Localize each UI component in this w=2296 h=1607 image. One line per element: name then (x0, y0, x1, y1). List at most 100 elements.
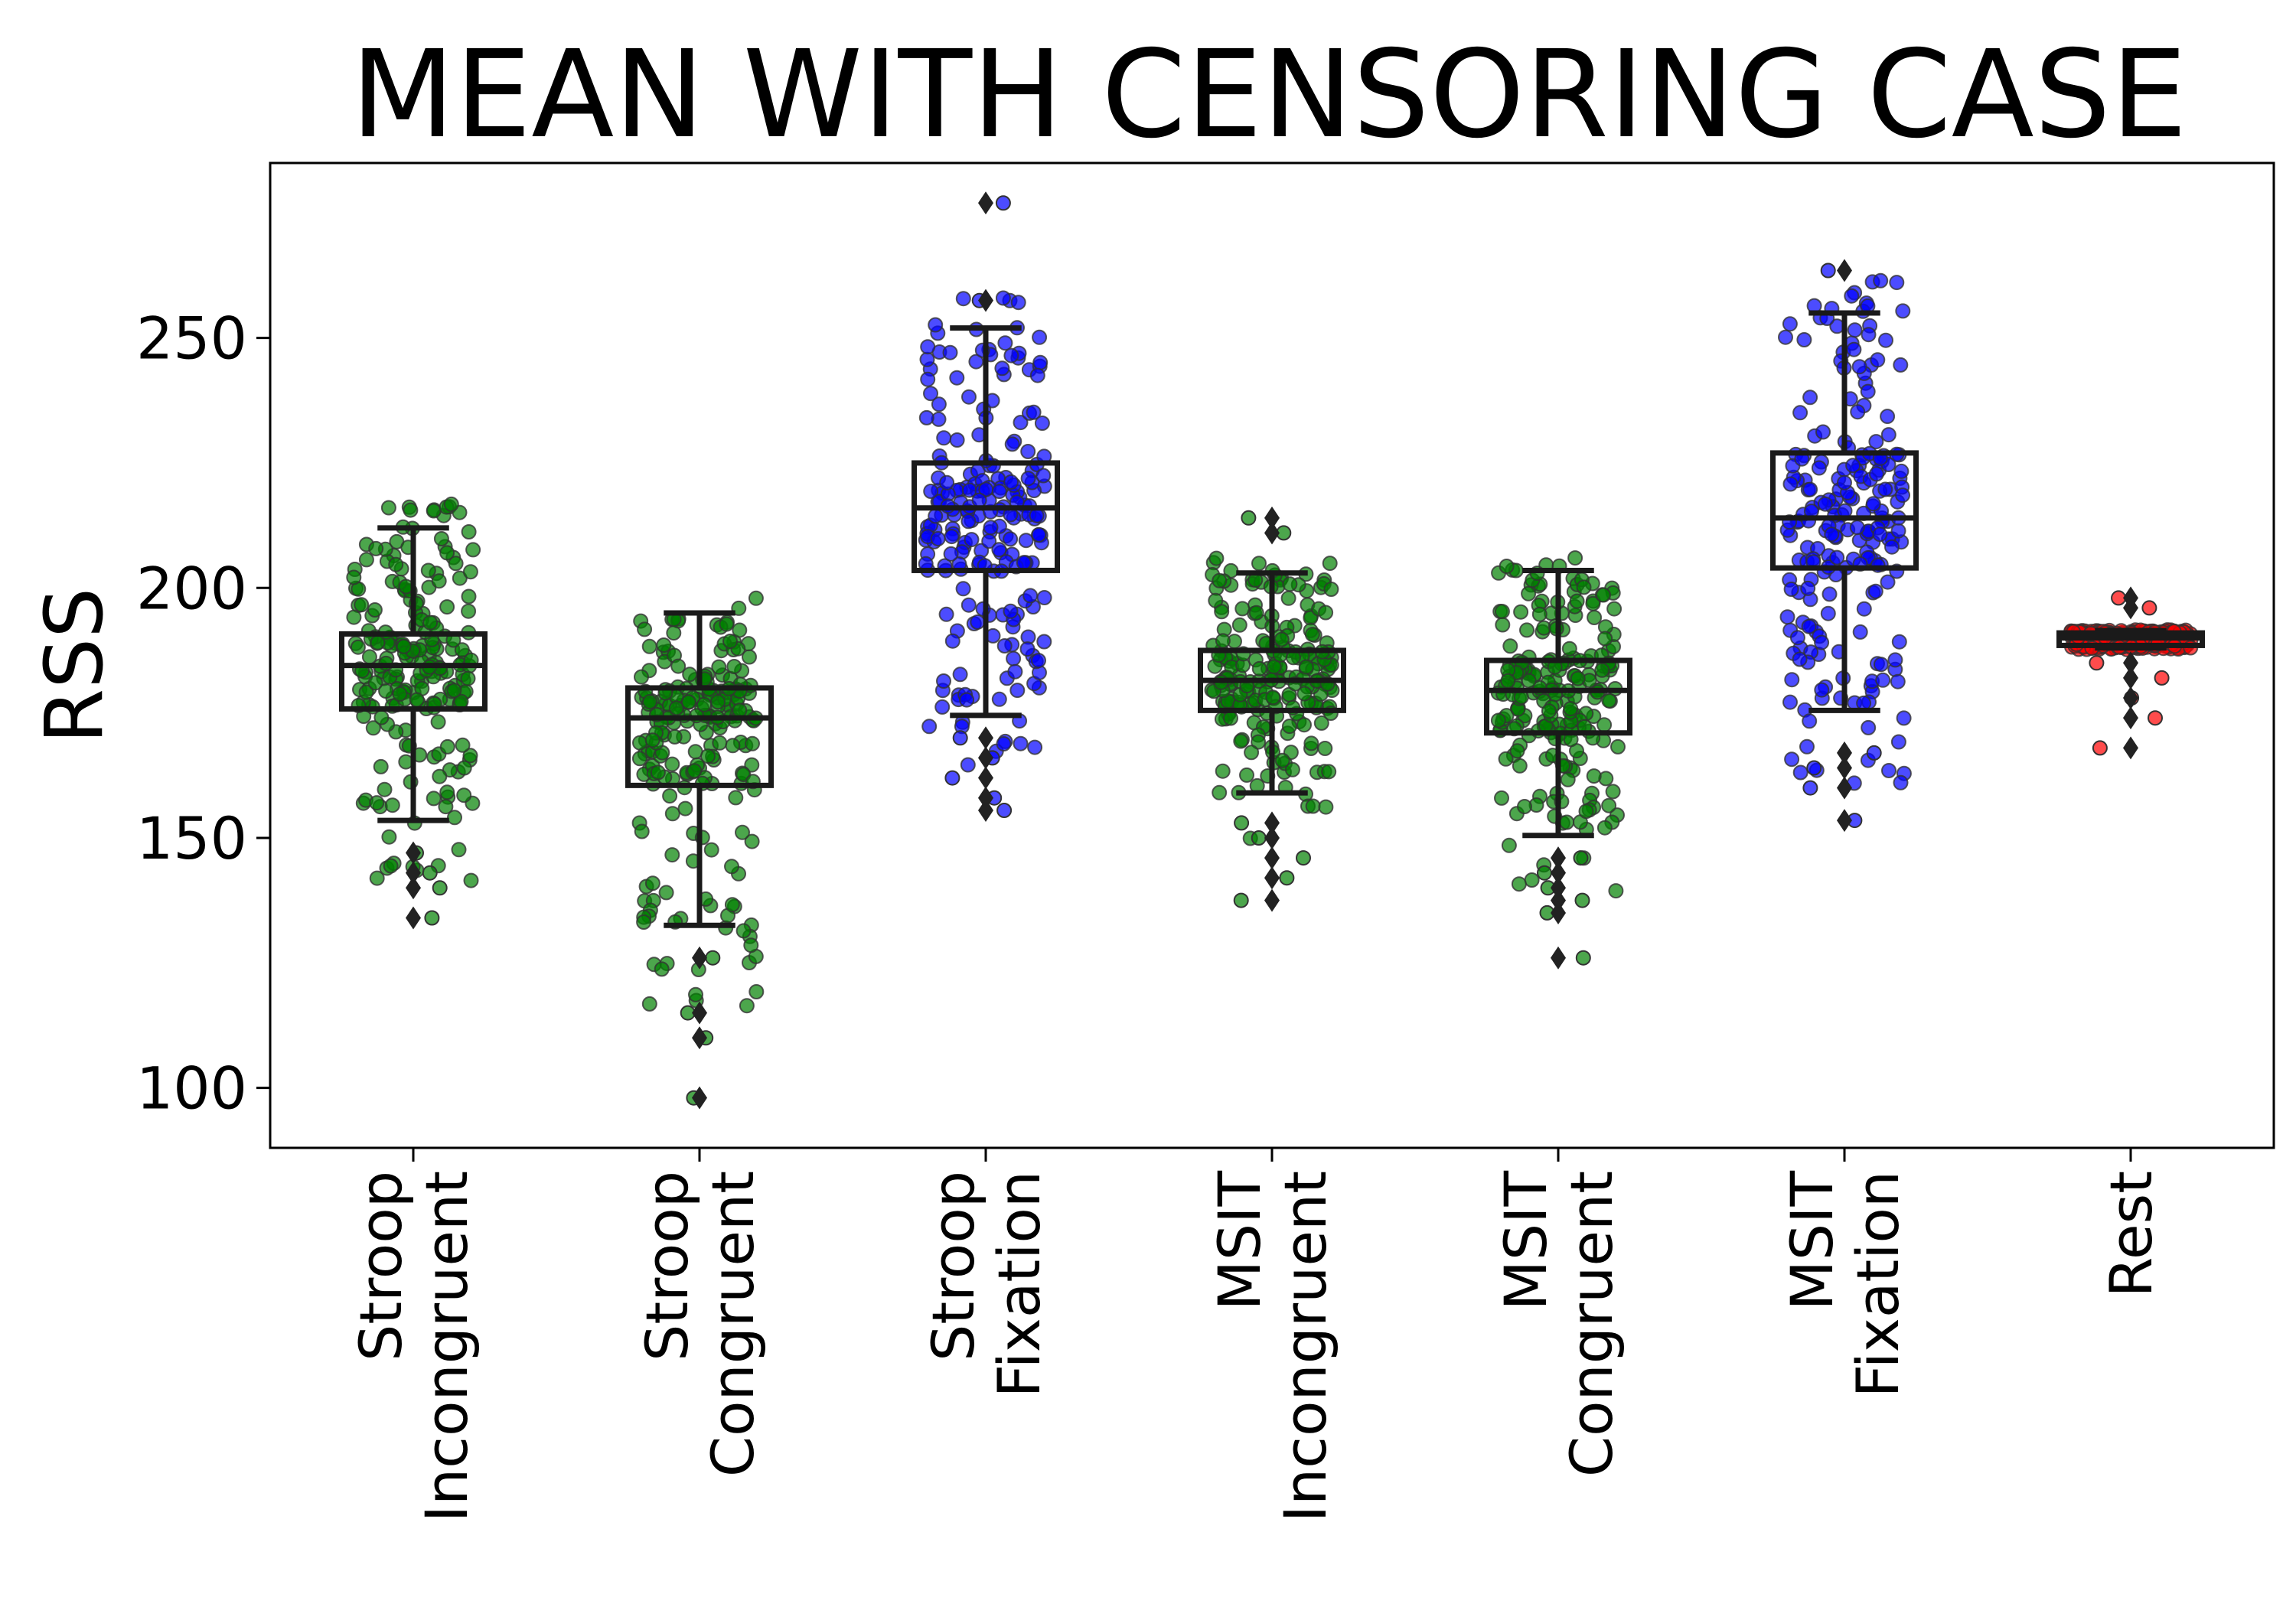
data-point (1821, 586, 1838, 602)
data-point (1513, 604, 1529, 620)
boxes-layer (339, 191, 2205, 1110)
data-point (463, 872, 479, 888)
data-point (448, 556, 464, 572)
data-point (983, 520, 999, 536)
data-point (1574, 892, 1590, 908)
data-point (732, 702, 748, 719)
iqr-box (1770, 450, 1919, 571)
data-point (634, 823, 650, 839)
data-point (971, 492, 987, 508)
outlier-marker (692, 1086, 707, 1110)
y-tick-label: 250 (136, 305, 247, 373)
y-axis-label: RSS (28, 588, 121, 744)
data-point (1304, 627, 1320, 643)
data-point (1251, 556, 1267, 572)
outlier-marker (2123, 651, 2138, 675)
data-point (1022, 588, 1039, 604)
data-point (744, 757, 760, 773)
data-point (443, 496, 459, 512)
data-point (1215, 633, 1231, 649)
data-point (426, 790, 442, 807)
data-point (1814, 634, 1830, 650)
data-point (1865, 496, 1881, 512)
data-point (1241, 510, 1257, 526)
data-point (1878, 332, 1893, 348)
data-point (668, 700, 684, 716)
data-point (1563, 701, 1579, 717)
data-point (354, 597, 370, 613)
data-point (725, 738, 741, 754)
data-point (1867, 583, 1883, 599)
box-group (625, 610, 774, 1110)
data-point (1317, 741, 1333, 756)
data-point (1511, 876, 1527, 892)
data-point (1880, 574, 1896, 590)
data-point (350, 639, 366, 655)
data-point (1850, 404, 1866, 420)
data-point (1895, 487, 1910, 504)
data-point (1029, 367, 1045, 383)
data-point (991, 542, 1007, 558)
data-point (712, 735, 728, 751)
outlier-marker (978, 288, 993, 312)
outlier-marker (1264, 811, 1280, 835)
data-point (1782, 316, 1798, 332)
data-point (1498, 751, 1514, 767)
data-point (670, 658, 687, 674)
data-point (748, 984, 765, 999)
outlier-marker (1837, 741, 1852, 764)
x-tick-label-line: Fixation (985, 1171, 1053, 1397)
data-point (1799, 738, 1815, 755)
data-point (1214, 604, 1230, 620)
data-point (1031, 653, 1046, 669)
data-point (439, 784, 455, 800)
data-point (949, 432, 965, 448)
outlier-marker (1837, 809, 1852, 833)
data-point (1890, 734, 1906, 750)
data-point (1837, 474, 1852, 491)
data-point (1792, 405, 1808, 421)
data-point (1537, 865, 1552, 881)
data-point (1032, 354, 1049, 370)
data-point (726, 659, 742, 674)
data-point (403, 502, 419, 518)
y-tick-label: 100 (136, 1054, 247, 1123)
outlier-marker (978, 726, 993, 750)
data-point (658, 885, 674, 901)
x-tick-label-line: Stroop (633, 1171, 701, 1361)
data-point (432, 768, 448, 784)
data-point (1009, 683, 1026, 699)
data-point (634, 669, 649, 685)
data-point (439, 545, 455, 561)
data-point (1606, 601, 1623, 617)
data-point (1893, 463, 1910, 479)
data-point (1575, 950, 1591, 966)
data-point (650, 764, 666, 781)
data-point (919, 351, 935, 367)
data-point (1861, 719, 1877, 735)
data-point (997, 335, 1013, 351)
data-point (381, 829, 397, 845)
data-point (968, 354, 984, 370)
outlier-marker (692, 1026, 707, 1050)
data-point (1824, 526, 1840, 543)
data-point (454, 642, 470, 658)
data-point (1844, 288, 1860, 304)
data-point (688, 986, 703, 1002)
data-point (1596, 717, 1613, 733)
data-point (996, 803, 1013, 818)
data-point (1800, 580, 1816, 596)
data-point (388, 556, 404, 572)
data-point (928, 508, 944, 524)
y-axis: 100 150 200 250 (136, 305, 270, 1123)
data-point (358, 684, 374, 700)
data-point (1806, 760, 1822, 776)
data-point (731, 600, 747, 616)
outlier-marker (1837, 756, 1852, 780)
outlier-marker (1264, 846, 1280, 870)
data-point (430, 714, 446, 730)
data-point (1860, 383, 1876, 399)
outlier-marker (1551, 876, 1566, 900)
data-point (735, 923, 752, 939)
data-point (1601, 693, 1617, 709)
